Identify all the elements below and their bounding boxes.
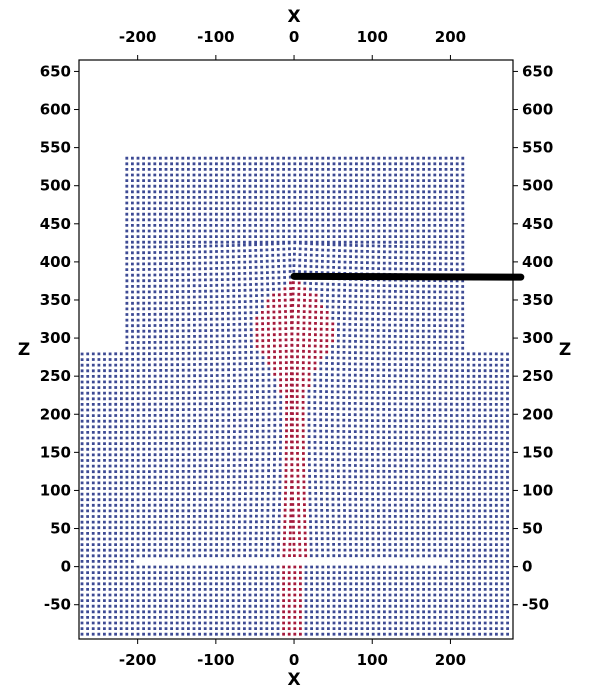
z-axis-title-right: Z [559, 340, 571, 360]
z-tick-label-right: 300 [522, 329, 553, 347]
plot-frame [78, 59, 514, 640]
z-tick-label-right: 500 [522, 177, 553, 195]
z-tick-label-left: 650 [40, 62, 71, 80]
z-tick-label-left: -50 [44, 596, 71, 614]
z-tick-label-left: 100 [40, 481, 71, 499]
z-tick-label-left: 250 [40, 367, 71, 385]
x-tick-label-top: -200 [119, 28, 157, 46]
z-tick-label-right: 100 [522, 481, 553, 499]
z-tick-label-right: 350 [522, 291, 553, 309]
z-tick-label-left: 300 [40, 329, 71, 347]
z-tick-label-left: 50 [50, 520, 71, 538]
z-tick-label-right: 650 [522, 62, 553, 80]
crack-line [290, 272, 525, 281]
z-tick-label-left: 0 [61, 558, 71, 576]
z-tick-label-left: 400 [40, 253, 71, 271]
x-tick-label-bottom: 0 [289, 651, 299, 669]
z-tick-label-right: 400 [522, 253, 553, 271]
z-tick-label-left: 450 [40, 215, 71, 233]
particle-layer [80, 156, 509, 636]
x-tick-label-bottom: -200 [119, 651, 157, 669]
x-tick-label-top: 0 [289, 28, 299, 46]
z-tick-label-right: 600 [522, 101, 553, 119]
x-axis-title-bottom: X [287, 670, 300, 690]
z-tick-label-right: 0 [522, 558, 532, 576]
x-tick-label-bottom: 200 [435, 651, 466, 669]
x-tick-label-bottom: 100 [357, 651, 388, 669]
z-tick-label-right: -50 [522, 596, 549, 614]
z-tick-label-right: 250 [522, 367, 553, 385]
z-tick-label-left: 350 [40, 291, 71, 309]
x-tick-label-top: -100 [197, 28, 235, 46]
z-tick-label-left: 500 [40, 177, 71, 195]
z-tick-label-right: 450 [522, 215, 553, 233]
z-tick-label-left: 600 [40, 101, 71, 119]
inclusion-particles [255, 281, 335, 636]
x-tick-label-bottom: -100 [197, 651, 235, 669]
tick-layer: -200 -200 -100 -100 0 0 100 100 200 200 -50 -50 0 0 50… [40, 28, 554, 669]
z-axis-title-left: Z [18, 340, 30, 360]
z-tick-label-right: 150 [522, 443, 553, 461]
z-tick-label-left: 150 [40, 443, 71, 461]
z-tick-label-right: 550 [522, 139, 553, 157]
z-tick-label-left: 550 [40, 139, 71, 157]
x-tick-label-top: 200 [435, 28, 466, 46]
x-tick-label-top: 100 [357, 28, 388, 46]
x-axis-title-top: X [287, 7, 300, 27]
z-tick-label-right: 200 [522, 405, 553, 423]
z-tick-label-left: 200 [40, 405, 71, 423]
z-tick-label-right: 50 [522, 520, 543, 538]
matrix-particles [80, 156, 509, 636]
